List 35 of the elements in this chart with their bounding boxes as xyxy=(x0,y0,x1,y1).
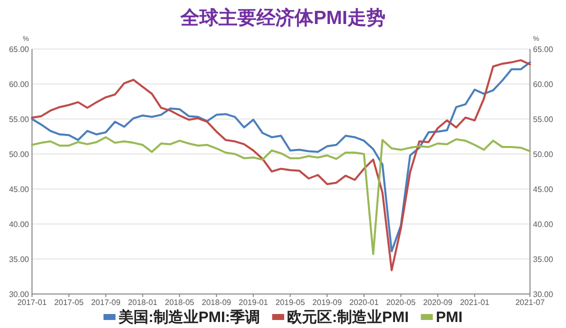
y2-tick-label: 30.00 xyxy=(533,290,554,299)
x-tick-label: 2017-09 xyxy=(91,298,122,307)
y2-tick-label: 60.00 xyxy=(533,80,554,89)
y2-tick-label: 55.00 xyxy=(533,115,554,124)
x-tick-label: 2018-01 xyxy=(128,298,158,307)
y2-tick-label: 35.00 xyxy=(533,255,554,264)
x-tick-label: 2018-05 xyxy=(164,298,195,307)
y-tick-label: 60.00 xyxy=(8,80,30,89)
y-tick-label: 40.00 xyxy=(8,220,30,229)
y-tick-label: 55.00 xyxy=(8,115,30,124)
x-tick-label: 2017-05 xyxy=(54,298,84,307)
x-tick-label: 2020-01 xyxy=(349,298,380,307)
x-tick-label: 2019-05 xyxy=(276,298,306,307)
x-tick-label: 2020-09 xyxy=(423,298,454,307)
legend-label: 美国:制造业PMI:季调 xyxy=(117,308,260,326)
y2-tick-label: 65.00 xyxy=(533,45,554,54)
x-tick-label: 2021-01 xyxy=(460,298,490,307)
y-tick-label: 50.00 xyxy=(8,150,30,159)
line-series xyxy=(31,136,531,256)
y2-tick-label: 45.00 xyxy=(533,185,554,194)
y-tick-label: 30.00 xyxy=(8,290,30,299)
legend-label: PMI xyxy=(436,309,463,326)
x-tick-label: 2020-05 xyxy=(386,298,416,307)
x-tick-label: 2019-01 xyxy=(238,298,269,307)
y2-tick-label: 50.00 xyxy=(533,150,554,159)
legend-label: 欧元区:制造业PMI xyxy=(287,309,409,326)
y-tick-label: 35.00 xyxy=(8,255,30,264)
x-tick-label: 2017-01 xyxy=(17,298,48,307)
y-tick-label: 65.00 xyxy=(8,45,30,54)
chart-title: 全球主要经济体PMI走势 xyxy=(180,7,386,29)
x-tick-label: 2018-09 xyxy=(202,298,232,307)
y-tick-label: 45.00 xyxy=(8,185,30,194)
x-tick-label: 2019-09 xyxy=(312,298,342,307)
x-tick-label: 2021-07 xyxy=(515,298,546,307)
y2-tick-label: 40.00 xyxy=(533,220,554,229)
